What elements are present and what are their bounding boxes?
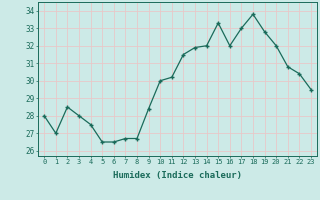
X-axis label: Humidex (Indice chaleur): Humidex (Indice chaleur) [113, 171, 242, 180]
